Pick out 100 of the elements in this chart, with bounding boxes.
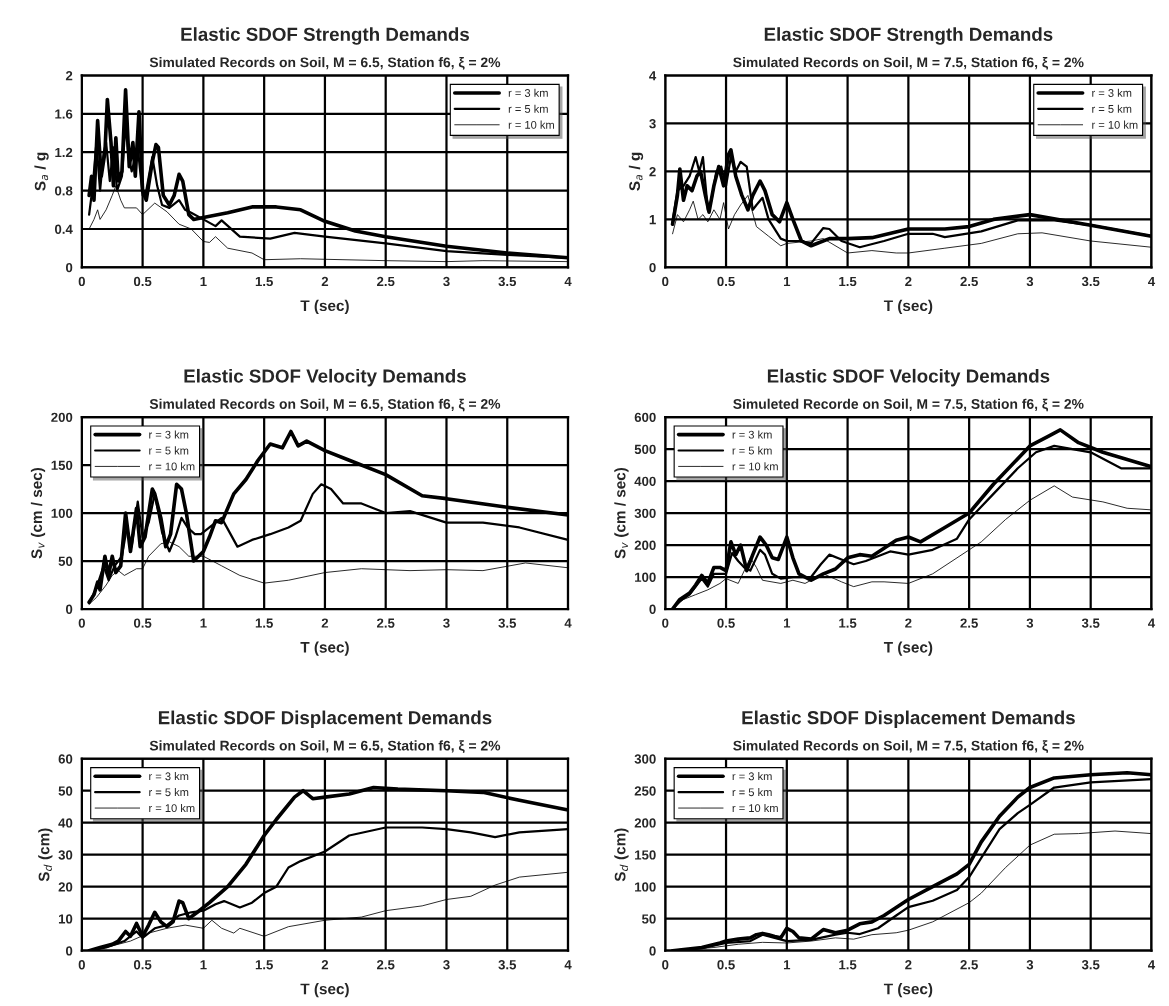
y-tick-label: 60: [58, 754, 73, 764]
y-tick-label: 100: [51, 508, 73, 518]
x-tick-label: 0.5: [133, 618, 152, 628]
x-tick-label: 1.5: [255, 276, 273, 287]
y-tick-label: 1.2: [55, 147, 73, 157]
x-tick-label: 4: [1148, 960, 1156, 970]
x-tick-label: 1: [200, 276, 207, 286]
chart-title: Elastic SDOF Displacement Demands: [158, 710, 492, 729]
y-tick-label: 150: [51, 460, 73, 470]
x-tick-label: 3: [443, 960, 450, 970]
y-tick-label: 100: [635, 572, 656, 582]
y-tick-label: 1.6: [55, 109, 73, 119]
y-tick-label: 150: [635, 850, 656, 860]
y-axis-title: S$_{d}$ (cm): [614, 828, 629, 882]
y-tick-label: 1: [649, 215, 656, 225]
legend-label: r = 5 km: [732, 787, 772, 797]
x-tick-label: 0.5: [133, 276, 152, 287]
x-tick-label: 1.5: [255, 618, 273, 628]
legend-label: r = 5 km: [508, 104, 548, 113]
y-tick-label: 20: [58, 882, 73, 892]
x-tick-label: 3: [1026, 960, 1034, 970]
x-tick-label: 3: [443, 276, 450, 287]
legend-label: r = 5 km: [1092, 104, 1132, 113]
y-tick-label: 0.4: [54, 224, 73, 234]
legend-label: r = 3 km: [508, 88, 548, 97]
legend-label: r = 3 km: [149, 430, 189, 439]
y-tick-label: 0: [649, 946, 656, 956]
chart-title: Elastic SDOF Velocity Demands: [184, 368, 466, 387]
x-tick-label: 1: [783, 960, 791, 970]
legend-label: r = 10 km: [149, 803, 195, 813]
x-tick-label: 0.5: [717, 276, 735, 287]
y-axis-title: S$_{v}$ (cm / sec): [30, 467, 46, 559]
y-axis-title: S$_{a}$ / g: [628, 152, 644, 191]
x-tick-label: 3.5: [1081, 618, 1100, 628]
y-tick-label: 200: [51, 412, 73, 422]
x-tick-label: 3.5: [498, 276, 517, 287]
y-tick-label: 50: [641, 914, 656, 924]
legend-label: r = 5 km: [732, 446, 772, 455]
y-tick-label: 100: [635, 882, 656, 892]
x-tick-label: 2.5: [376, 618, 395, 628]
x-tick-label: 0.5: [133, 960, 152, 970]
legend-label: r = 5 km: [149, 787, 189, 797]
y-axis-title: S$_{a}$ / g: [34, 152, 49, 191]
x-axis-title: T (sec): [300, 641, 349, 656]
y-tick-label: 400: [634, 476, 656, 486]
x-tick-label: 4: [1148, 276, 1156, 286]
y-axis-title: S$_{d}$ (cm): [38, 828, 53, 882]
y-tick-label: 3: [649, 119, 656, 129]
y-tick-label: 4: [649, 71, 657, 81]
x-tick-label: 0.5: [717, 618, 735, 628]
legend-label: r = 3 km: [149, 772, 189, 781]
x-tick-label: 3: [1026, 618, 1034, 628]
chart-subtitle: Simulated Records on Soil, M = 7.5, Station f6, ξ = 2%: [733, 57, 1084, 70]
y-axis-title: S$_{v}$ (cm / sec): [614, 467, 629, 559]
x-tick-label: 1.5: [839, 960, 857, 970]
legend-label: r = 5 km: [149, 446, 189, 455]
legend-label: r = 10 km: [1092, 120, 1138, 129]
x-tick-label: 1: [200, 960, 207, 970]
x-tick-label: 0: [662, 276, 669, 287]
y-tick-label: 0: [65, 604, 73, 614]
legend-label: r = 10 km: [149, 462, 195, 471]
x-tick-label: 2: [321, 960, 329, 970]
y-tick-label: 200: [634, 818, 656, 828]
y-tick-label: 0: [649, 604, 656, 614]
x-axis-title: T (sec): [883, 641, 933, 656]
x-tick-label: 2.5: [960, 960, 978, 970]
y-tick-label: 40: [58, 818, 73, 828]
y-tick-label: 10: [58, 914, 73, 924]
x-tick-label: 3.5: [498, 618, 517, 628]
y-tick-label: 300: [634, 508, 656, 518]
x-tick-label: 0.5: [717, 960, 735, 970]
x-tick-label: 2: [321, 276, 329, 286]
y-tick-label: 250: [634, 786, 656, 796]
x-tick-label: 3: [443, 618, 450, 628]
x-tick-label: 3.5: [1081, 276, 1100, 287]
x-axis-title: T (sec): [300, 983, 349, 998]
x-tick-label: 2.5: [376, 276, 395, 287]
chart-title: Elastic SDOF Velocity Demands: [767, 368, 1050, 387]
x-tick-label: 0: [78, 960, 85, 970]
y-tick-label: 200: [634, 540, 656, 550]
x-tick-label: 1.5: [839, 618, 857, 628]
chart-title: Elastic SDOF Strength Demands: [764, 27, 1053, 45]
x-tick-label: 1: [783, 276, 791, 286]
legend-label: r = 3 km: [1092, 88, 1132, 97]
y-tick-label: 0: [649, 262, 656, 273]
legend-label: r = 10 km: [508, 120, 554, 129]
x-axis-title: T (sec): [883, 983, 933, 998]
chart-subtitle: Simulated Records on Soil, M = 7.5, Station f6, ξ = 2%: [733, 740, 1084, 754]
chart-subtitle: Simulated Records on Soil, M = 6.5, Station f6, ξ = 2%: [149, 398, 501, 412]
x-tick-label: 3.5: [498, 960, 517, 970]
y-tick-label: 30: [58, 850, 73, 860]
x-tick-label: 4: [564, 960, 572, 970]
x-tick-label: 3: [1026, 276, 1034, 287]
x-tick-label: 1: [783, 618, 791, 628]
x-axis-title: T (sec): [300, 299, 349, 315]
x-tick-label: 1.5: [839, 276, 857, 287]
x-tick-label: 0: [662, 618, 669, 628]
y-tick-label: 600: [634, 412, 656, 422]
y-tick-label: 500: [634, 444, 656, 454]
chart-subtitle: Simulated Records on Soil, M = 6.5, Station f6, ξ = 2%: [149, 740, 501, 754]
